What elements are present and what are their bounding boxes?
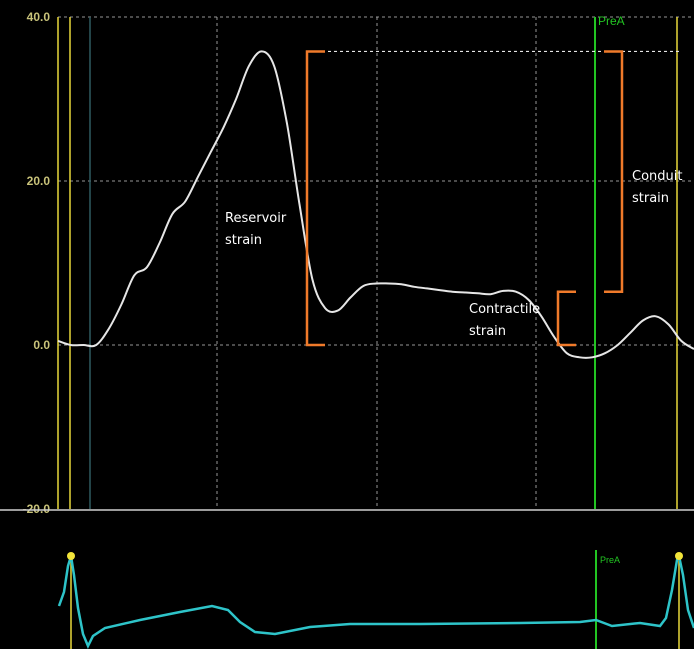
ecg-prea-label: PreA: [600, 555, 620, 565]
contractile-strain-label-line2: strain: [469, 324, 506, 339]
conduit-strain-label-line2: strain: [632, 191, 669, 206]
strain-brackets: [305, 50, 624, 347]
bracket-contractile-strain: [556, 290, 576, 347]
reservoir-strain-label-line1: Reservoir: [225, 211, 287, 226]
vertical-markers: [57, 17, 678, 509]
ecg-peak-dot-left: [67, 552, 75, 560]
ecg-peak-dot-right: [675, 552, 683, 560]
contractile-strain-label-line1: Contractile: [469, 302, 540, 317]
y-tick-label: -20.0: [23, 502, 51, 516]
grid: [58, 16, 694, 509]
bracket-reservoir-strain: [305, 50, 325, 347]
bracket-conduit-strain: [604, 50, 624, 293]
y-tick-label: 0.0: [33, 338, 50, 352]
prea-label: PreA: [598, 14, 625, 28]
strain-curve: [57, 50, 694, 359]
y-axis-ticks: 40.0 20.0 0.0 -20.0: [23, 10, 51, 516]
y-tick-label: 20.0: [27, 174, 51, 188]
y-tick-label: 40.0: [27, 10, 51, 24]
ecg-panel: PreA: [57, 550, 694, 649]
reservoir-strain-label-line2: strain: [225, 233, 262, 248]
conduit-strain-label-line1: Conduit: [632, 169, 682, 184]
ecg-trace: [57, 552, 694, 649]
